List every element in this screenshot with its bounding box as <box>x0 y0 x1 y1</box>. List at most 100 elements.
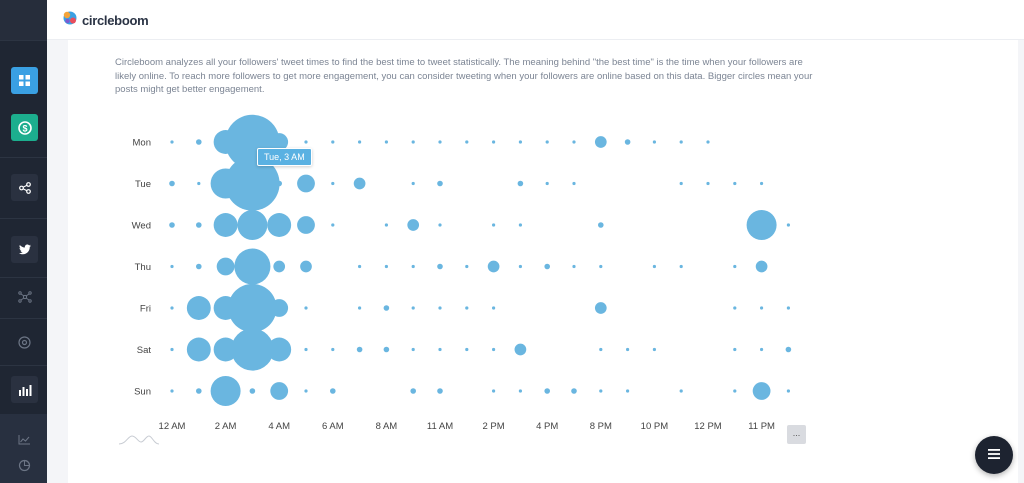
sidebar-item-dashboard[interactable] <box>11 67 38 94</box>
bubble-sat-6[interactable] <box>331 347 335 352</box>
bubble-mon-18[interactable] <box>652 140 657 144</box>
bubble-sun-3[interactable] <box>249 388 256 394</box>
bubble-sun-10[interactable] <box>437 388 443 394</box>
bubble-fri-12[interactable] <box>492 306 496 310</box>
floating-menu-button[interactable] <box>975 436 1013 474</box>
bubble-mon-0[interactable] <box>170 140 174 144</box>
bubble-mon-9[interactable] <box>411 140 415 144</box>
bubble-thu-12[interactable] <box>487 260 500 273</box>
bubble-tue-13[interactable] <box>517 180 524 187</box>
bubble-wed-6[interactable] <box>331 223 335 227</box>
bubble-sat-11[interactable] <box>465 347 469 352</box>
bubble-fri-9[interactable] <box>411 306 415 310</box>
bubble-thu-13[interactable] <box>518 264 522 269</box>
bubble-mon-5[interactable] <box>304 140 308 144</box>
bubble-sun-17[interactable] <box>626 389 630 393</box>
bubble-mon-4[interactable] <box>270 133 289 151</box>
bubble-mon-8[interactable] <box>384 140 388 144</box>
bubble-fri-16[interactable] <box>594 302 607 314</box>
sidebar-item-line-stats[interactable] <box>11 426 38 453</box>
bubble-mon-15[interactable] <box>572 140 576 144</box>
bubble-sat-16[interactable] <box>599 347 603 352</box>
bubble-fri-3[interactable] <box>228 283 277 333</box>
sidebar-item-analytics[interactable] <box>11 376 38 403</box>
sidebar-item-circle-tool[interactable] <box>11 329 38 356</box>
bubble-tue-0[interactable] <box>169 180 175 187</box>
bubble-thu-8[interactable] <box>384 264 388 269</box>
bubble-thu-10[interactable] <box>437 263 443 270</box>
bubble-sun-0[interactable] <box>170 389 174 393</box>
bubble-wed-1[interactable] <box>196 222 202 228</box>
bubble-tue-15[interactable] <box>572 181 576 186</box>
bubble-wed-16[interactable] <box>598 222 604 228</box>
bubble-mon-1[interactable] <box>196 139 202 145</box>
bubble-sun-19[interactable] <box>679 389 683 393</box>
bubble-fri-0[interactable] <box>170 306 174 310</box>
bubble-sat-12[interactable] <box>492 347 496 352</box>
bubble-sun-5[interactable] <box>304 389 308 393</box>
bubble-sun-1[interactable] <box>196 388 202 394</box>
bubble-tue-6[interactable] <box>331 181 335 186</box>
bubble-tue-7[interactable] <box>353 177 366 190</box>
bubble-mon-19[interactable] <box>679 140 683 144</box>
bubble-tue-21[interactable] <box>733 181 737 186</box>
bubble-tue-5[interactable] <box>297 174 315 193</box>
bubble-thu-2[interactable] <box>216 257 235 276</box>
logo[interactable]: circleboom <box>62 10 149 31</box>
bubble-wed-3[interactable] <box>237 210 268 240</box>
bubble-wed-8[interactable] <box>384 223 388 227</box>
bubble-sun-23[interactable] <box>786 389 791 393</box>
bubble-mon-20[interactable] <box>706 140 710 144</box>
bubble-wed-13[interactable] <box>518 223 522 227</box>
bubble-sat-10[interactable] <box>438 347 442 352</box>
bubble-fri-10[interactable] <box>438 306 442 310</box>
bubble-thu-4[interactable] <box>273 260 286 273</box>
bubble-tue-14[interactable] <box>545 181 549 186</box>
sidebar-item-billing[interactable]: $ <box>11 114 38 141</box>
bubble-fri-21[interactable] <box>733 306 737 310</box>
bubble-thu-9[interactable] <box>411 264 415 269</box>
bubble-sun-13[interactable] <box>518 389 522 393</box>
bubble-thu-5[interactable] <box>300 260 312 273</box>
sidebar-item-connections[interactable] <box>11 174 38 201</box>
bubble-mon-14[interactable] <box>545 140 549 144</box>
bubble-thu-1[interactable] <box>196 263 202 270</box>
bubble-sat-8[interactable] <box>383 346 390 353</box>
bubble-tue-4[interactable] <box>276 180 282 187</box>
bubble-sun-21[interactable] <box>733 389 737 393</box>
bubble-sun-9[interactable] <box>410 388 417 394</box>
bubble-sun-16[interactable] <box>599 389 603 393</box>
bubble-tue-20[interactable] <box>706 181 710 186</box>
bubble-wed-10[interactable] <box>438 223 442 227</box>
bubble-thu-16[interactable] <box>599 264 603 269</box>
bubble-wed-5[interactable] <box>297 216 315 234</box>
bubble-sun-22[interactable] <box>752 382 771 400</box>
bubble-sat-21[interactable] <box>733 347 737 352</box>
bubble-fri-1[interactable] <box>186 296 211 320</box>
bubble-mon-12[interactable] <box>492 140 496 144</box>
more-button[interactable]: ... <box>787 425 806 444</box>
bubble-thu-15[interactable] <box>572 264 576 269</box>
bubble-thu-21[interactable] <box>733 264 737 269</box>
bubble-tue-22[interactable] <box>760 181 764 186</box>
bubble-mon-7[interactable] <box>358 140 362 144</box>
bubble-sat-18[interactable] <box>652 347 657 352</box>
bubble-sun-2[interactable] <box>210 376 241 406</box>
bubble-thu-14[interactable] <box>544 263 550 270</box>
bubble-sat-5[interactable] <box>304 347 308 352</box>
bubble-tue-10[interactable] <box>437 180 443 187</box>
bubble-sat-22[interactable] <box>760 347 764 352</box>
bubble-thu-22[interactable] <box>755 260 768 273</box>
bubble-sat-7[interactable] <box>356 346 363 353</box>
bubble-fri-8[interactable] <box>383 305 390 311</box>
bubble-wed-22[interactable] <box>746 210 777 240</box>
bubble-wed-2[interactable] <box>213 213 238 237</box>
bubble-tue-1[interactable] <box>197 181 201 186</box>
bubble-sun-14[interactable] <box>544 388 550 394</box>
bubble-tue-3[interactable] <box>225 156 280 211</box>
bubble-sat-4[interactable] <box>267 337 292 362</box>
bubble-tue-9[interactable] <box>411 181 415 186</box>
bubble-sun-15[interactable] <box>571 388 577 394</box>
bubble-wed-0[interactable] <box>169 222 175 228</box>
bubble-thu-7[interactable] <box>358 264 362 269</box>
